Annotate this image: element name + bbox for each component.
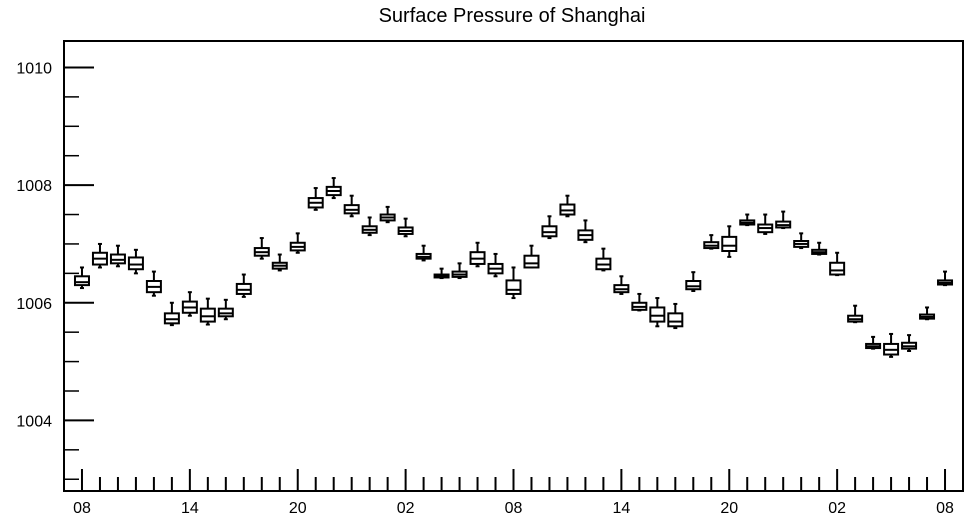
box-mark — [235, 273, 252, 298]
box-mark — [217, 298, 234, 321]
box-mark — [487, 252, 504, 278]
box-mark — [775, 210, 792, 230]
plot-frame — [63, 40, 964, 492]
y-axis: 1004 1006 1008 1010 — [16, 60, 94, 480]
x-tick-label: 14 — [181, 500, 199, 517]
box-mark — [127, 248, 144, 275]
box-mark — [325, 177, 342, 200]
box-mark — [289, 232, 306, 254]
x-tick-label: 02 — [828, 500, 846, 517]
x-tick-label: 02 — [397, 500, 415, 517]
chart-title: Surface Pressure of Shanghai — [379, 5, 646, 27]
y-tick-label: 1006 — [16, 296, 52, 313]
box-mark — [379, 205, 396, 224]
box-mark — [631, 292, 648, 312]
box-mark — [847, 304, 864, 324]
box-mark — [415, 244, 432, 262]
box-mark — [883, 332, 900, 358]
box-mark — [559, 194, 576, 218]
box-mark — [505, 266, 522, 300]
box-body — [523, 254, 540, 269]
box-mark — [397, 217, 414, 238]
x-tick-label: 20 — [720, 500, 738, 517]
x-axis: 08 14 20 02 08 14 20 02 08 — [73, 469, 954, 517]
box-body — [73, 275, 90, 287]
box-mark — [271, 253, 288, 272]
box-mark — [739, 213, 756, 227]
box-mark — [613, 275, 630, 295]
box-mark — [703, 234, 720, 250]
box-mark — [307, 187, 324, 211]
box-mark — [811, 241, 828, 256]
box-mark — [721, 225, 738, 258]
box-body — [721, 235, 738, 253]
x-tick-label: 20 — [289, 500, 307, 517]
box-mark — [865, 335, 882, 350]
box-mark — [919, 306, 936, 321]
box-mark — [163, 301, 180, 327]
x-tick-label: 08 — [936, 500, 954, 517]
box-body — [649, 306, 666, 323]
box-mark — [829, 251, 846, 277]
x-tick-label: 08 — [73, 500, 91, 517]
box-mark — [199, 297, 216, 326]
box-mark — [541, 215, 558, 240]
box-mark — [73, 266, 90, 290]
box-mark — [901, 334, 918, 352]
box-mark — [361, 216, 378, 237]
box-mark — [757, 213, 774, 235]
box-mark — [649, 297, 666, 328]
box-mark — [343, 194, 360, 218]
box-mark — [685, 271, 702, 292]
box-body — [829, 261, 846, 276]
y-tick-label: 1004 — [16, 413, 52, 430]
y-tick-label: 1010 — [16, 60, 52, 77]
box-body — [667, 312, 684, 328]
box-mark — [253, 237, 270, 260]
box-mark — [793, 232, 810, 250]
x-tick-label: 14 — [612, 500, 630, 517]
y-tick-label: 1008 — [16, 178, 52, 195]
box-mark — [109, 244, 126, 268]
box-mark — [937, 270, 954, 287]
box-mark — [451, 262, 468, 280]
box-mark — [469, 241, 486, 268]
box-mark — [181, 291, 198, 317]
x-tick-label: 08 — [505, 500, 523, 517]
box-body — [199, 307, 216, 323]
box-mark — [523, 244, 540, 269]
box-body — [685, 280, 702, 291]
box-mark — [91, 242, 108, 269]
box-mark — [595, 247, 612, 272]
box-mark — [667, 302, 684, 330]
box-mark — [433, 267, 450, 280]
box-body — [505, 279, 522, 295]
box-series — [73, 177, 954, 358]
box-body — [127, 256, 144, 271]
box-mark — [145, 270, 162, 297]
box-mark — [577, 219, 594, 244]
